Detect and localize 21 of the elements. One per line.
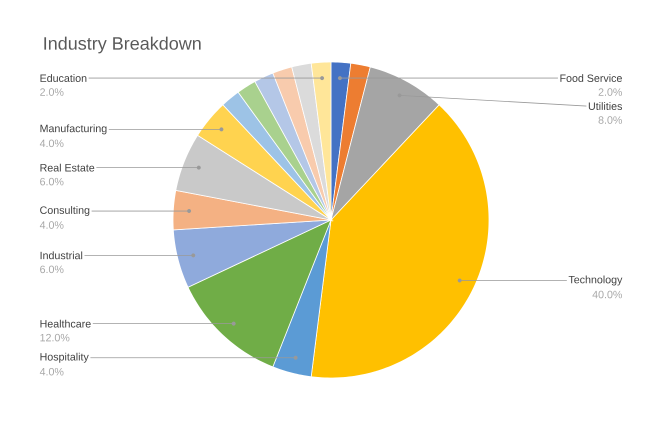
data-label: 4.0%: [40, 140, 64, 148]
slice-label: Real Estate: [40, 164, 94, 172]
slice-label: Industrial: [40, 251, 82, 260]
data-label: 8.0%: [598, 116, 622, 124]
data-label: 6.0%: [40, 178, 64, 186]
slice-label: Healthcare: [40, 320, 91, 328]
slice-label: Technology: [568, 276, 622, 286]
data-label: 40.0%: [592, 290, 622, 298]
data-label: 12.0%: [40, 334, 70, 342]
slice-label: Manufacturing: [40, 124, 107, 134]
slice-label: Utilities: [588, 102, 622, 110]
data-label: 4.0%: [40, 221, 64, 229]
data-label: 2.0%: [40, 88, 64, 96]
slice-label: Consulting: [40, 206, 90, 216]
data-label: 6.0%: [40, 266, 64, 274]
slice-label: Education: [40, 74, 86, 82]
chart-title: Industry Breakdown: [44, 36, 201, 54]
slice-label: Hospitality: [40, 352, 89, 363]
slice-label: Food Service: [560, 74, 622, 82]
data-label: 4.0%: [40, 368, 64, 376]
data-label: 2.0%: [598, 88, 622, 96]
